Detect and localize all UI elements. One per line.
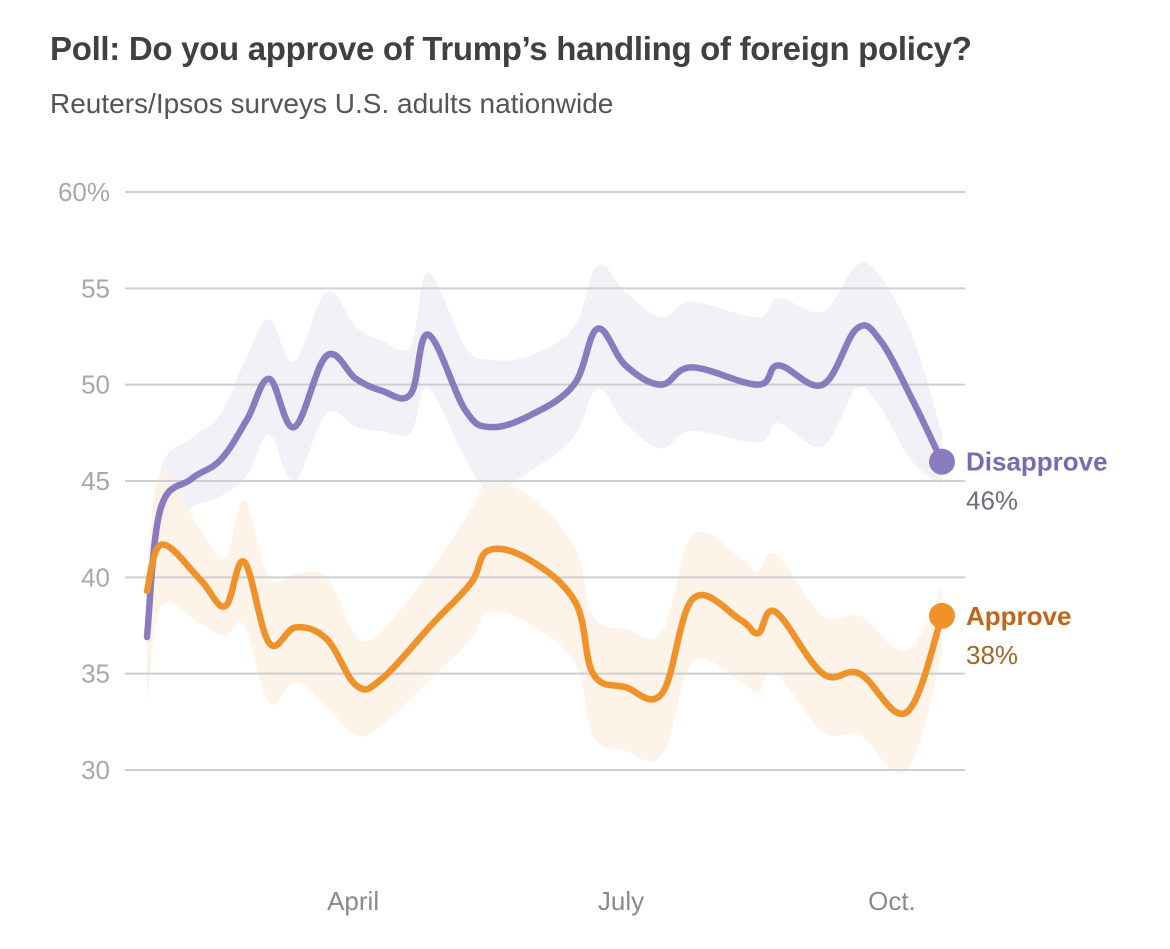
y-axis-ticks: 60% 55 50 45 40 35 30	[58, 177, 110, 785]
disapprove-line	[143, 322, 946, 641]
disapprove-label: Disapprove	[966, 447, 1108, 477]
x-tick-label: July	[598, 886, 644, 916]
x-tick-label: April	[327, 886, 379, 916]
y-tick-label: 50	[81, 370, 110, 400]
y-tick-label: 30	[81, 755, 110, 785]
x-axis-ticks: April July Oct.	[327, 886, 916, 916]
approve-confidence-band	[147, 470, 942, 774]
confidence-bands	[147, 262, 942, 774]
end-labels: Disapprove 46% Approve 38%	[929, 447, 1108, 670]
approve-line	[143, 541, 946, 717]
disapprove-end-marker	[929, 448, 955, 475]
series-lines	[143, 322, 946, 717]
x-tick-label: Oct.	[868, 886, 916, 916]
y-tick-label: 55	[81, 273, 110, 303]
approve-end-marker	[929, 602, 955, 629]
chart-subtitle: Reuters/Ipsos surveys U.S. adults nation…	[50, 88, 614, 119]
y-tick-label: 60%	[58, 177, 110, 207]
chart-title: Poll: Do you approve of Trump’s handling…	[50, 30, 972, 67]
approve-label: Approve	[966, 601, 1071, 631]
disapprove-value: 46%	[966, 486, 1018, 516]
approve-value: 38%	[966, 640, 1018, 670]
y-tick-label: 45	[81, 466, 110, 496]
y-tick-label: 40	[81, 562, 110, 592]
y-tick-label: 35	[81, 659, 110, 689]
